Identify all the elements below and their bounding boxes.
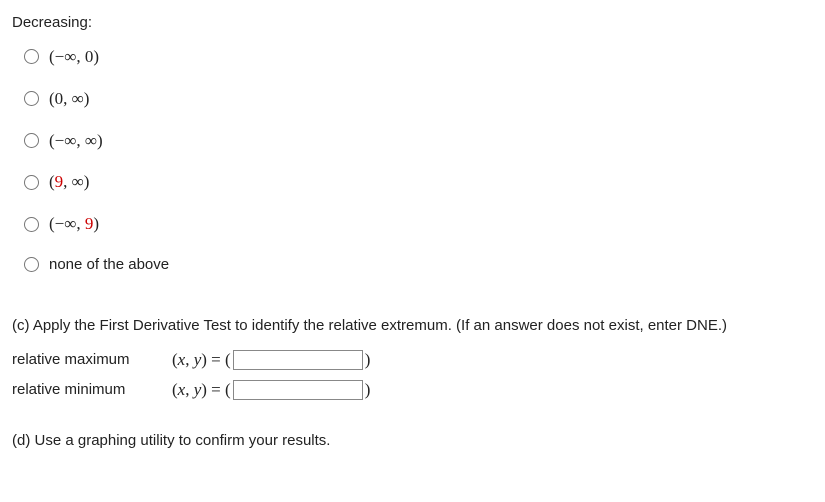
option-label-2: (−∞, ∞) (49, 129, 103, 153)
extremum-rows: relative maximum(x, y) = ()relative mini… (12, 348, 813, 402)
option-row-0: (−∞, 0) (24, 45, 813, 69)
option-label-1: (0, ∞) (49, 87, 89, 111)
extremum-row-0: relative maximum(x, y) = () (12, 348, 813, 372)
option-label-3: (9, ∞) (49, 170, 89, 194)
extremum-input-1[interactable] (233, 380, 363, 400)
option-label-4: (−∞, 9) (49, 212, 99, 236)
extremum-label-0: relative maximum (12, 349, 172, 370)
option-radio-1[interactable] (24, 91, 39, 106)
extremum-prefix-1: (x, y) = ( (172, 378, 231, 402)
extremum-suffix-0: ) (365, 348, 371, 372)
part-d-text: (d) Use a graphing utility to confirm yo… (12, 430, 813, 451)
option-label-0: (−∞, 0) (49, 45, 99, 69)
option-row-4: (−∞, 9) (24, 212, 813, 236)
option-row-5: none of the above (24, 254, 813, 275)
extremum-input-0[interactable] (233, 350, 363, 370)
option-label-5: none of the above (49, 254, 169, 275)
option-row-2: (−∞, ∞) (24, 129, 813, 153)
part-c-text: (c) Apply the First Derivative Test to i… (12, 315, 813, 336)
option-row-3: (9, ∞) (24, 170, 813, 194)
extremum-label-1: relative minimum (12, 379, 172, 400)
option-radio-2[interactable] (24, 133, 39, 148)
option-radio-4[interactable] (24, 217, 39, 232)
option-radio-5[interactable] (24, 257, 39, 272)
extremum-prefix-0: (x, y) = ( (172, 348, 231, 372)
extremum-row-1: relative minimum(x, y) = () (12, 378, 813, 402)
decreasing-options: (−∞, 0) (0, ∞) (−∞, ∞) (9, ∞) (−∞, 9) none of… (24, 45, 813, 275)
option-radio-3[interactable] (24, 175, 39, 190)
decreasing-label: Decreasing: (12, 12, 813, 33)
extremum-suffix-1: ) (365, 378, 371, 402)
option-radio-0[interactable] (24, 49, 39, 64)
option-row-1: (0, ∞) (24, 87, 813, 111)
